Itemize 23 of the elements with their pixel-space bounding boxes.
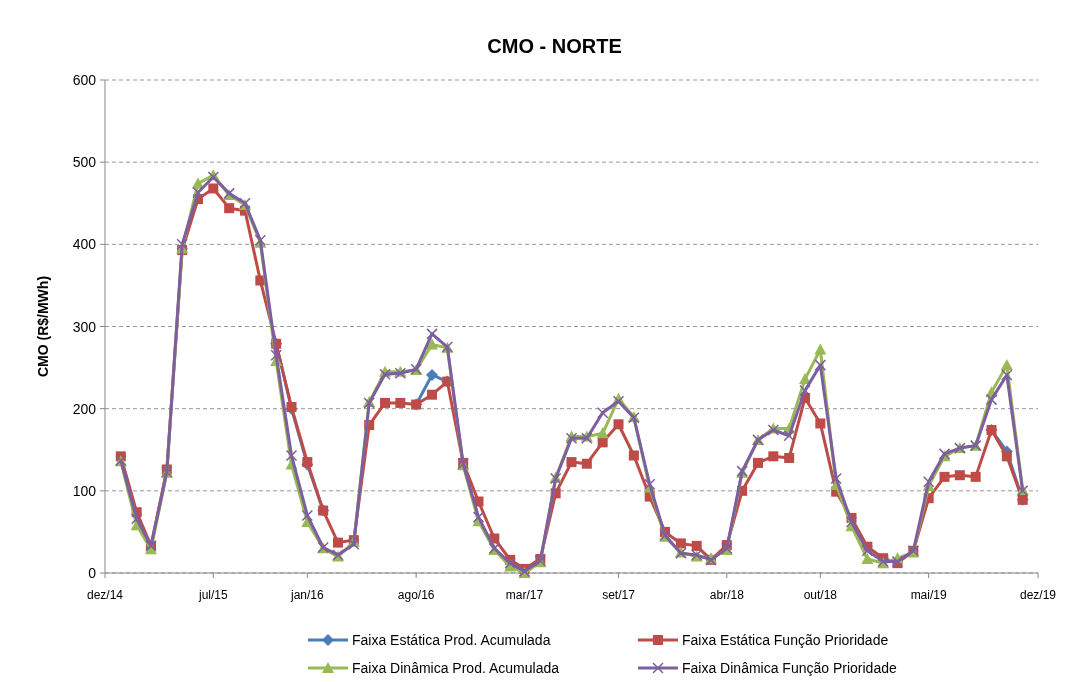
y-tick-label: 600 <box>72 72 97 88</box>
legend-label: Faixa Dinâmica Prod. Acumulada <box>352 660 560 676</box>
x-tick-label: dez/14 <box>86 588 124 602</box>
y-tick-label: 200 <box>72 400 97 417</box>
x-tick-label: jul/15 <box>197 588 228 602</box>
legend-label: Faixa Estática Prod. Acumulada <box>352 632 551 648</box>
x-tick-label: mai/19 <box>910 588 947 602</box>
x-tick-label: abr/18 <box>709 588 745 602</box>
x-tick-label: out/18 <box>803 588 838 602</box>
legend-label: Faixa Dinâmica Função Prioridade <box>682 660 897 676</box>
y-tick-label: 500 <box>72 154 97 171</box>
x-tick-label: dez/19 <box>1019 588 1057 602</box>
x-tick-label: jan/16 <box>289 588 325 602</box>
y-tick-label: 0 <box>88 565 97 581</box>
x-tick-label: mar/17 <box>505 588 544 602</box>
x-tick-label: ago/16 <box>397 588 435 602</box>
x-tick-label: set/17 <box>602 588 636 602</box>
y-tick-label: 300 <box>72 318 97 335</box>
y-axis-title: CMO (R$/MWh) <box>35 275 51 378</box>
y-tick-label: 400 <box>72 236 97 253</box>
chart-title: CMO - NORTE <box>487 35 622 57</box>
y-tick-label: 100 <box>72 482 97 499</box>
legend-label: Faixa Estática Função Prioridade <box>682 632 889 648</box>
